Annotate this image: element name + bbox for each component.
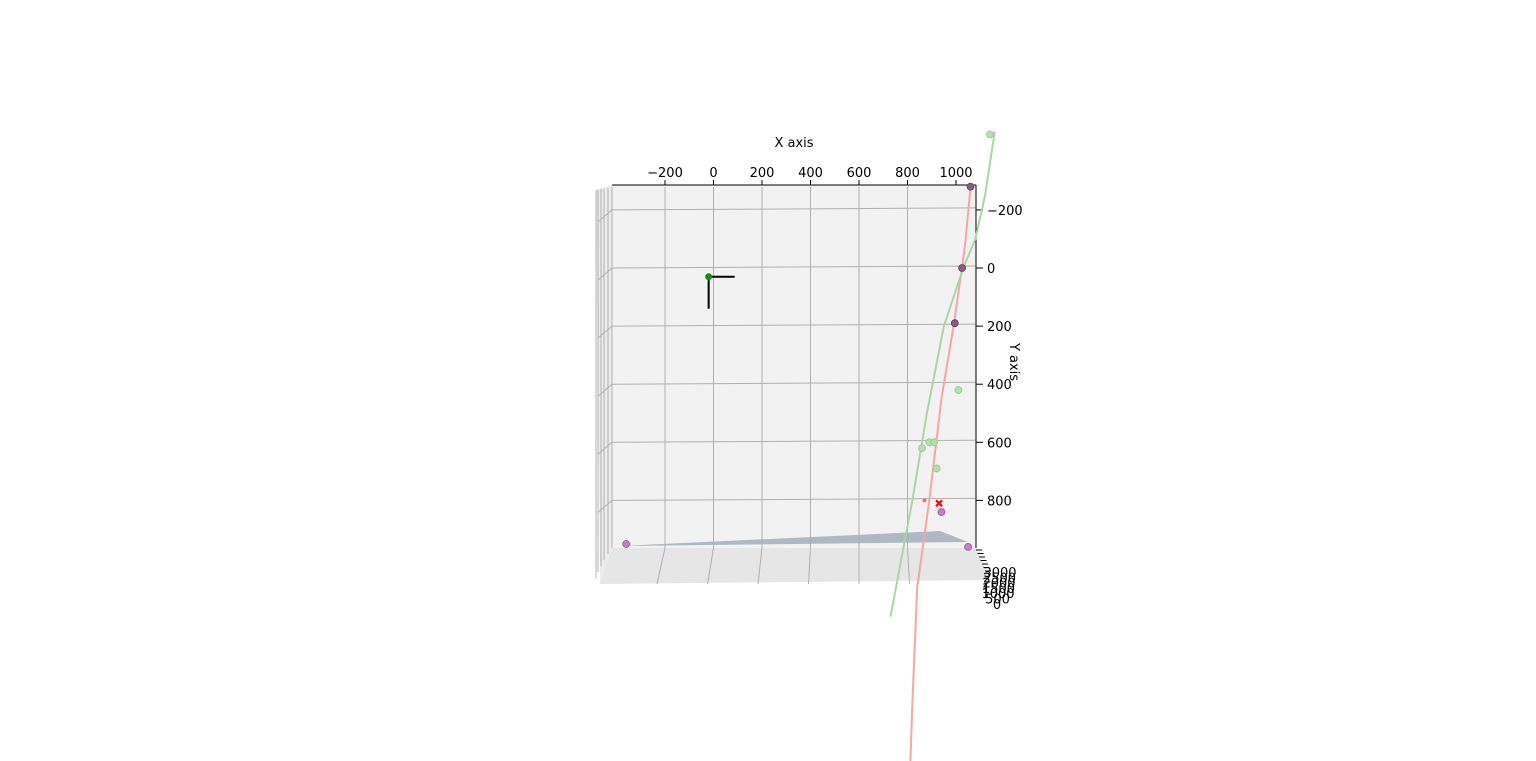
z-grid-lines [595, 187, 613, 578]
x-grid-line-floor [656, 547, 666, 585]
series-group [622, 130, 996, 761]
y-tick-label: −200 [987, 204, 1023, 219]
green-point-marker [986, 130, 994, 139]
y-tick-label: 600 [987, 436, 1012, 451]
x-ticks: −200 0 200 400 600 800 1000 [647, 166, 973, 185]
z-tick-label: 1000 [981, 587, 1014, 602]
y-grid-line [611, 381, 977, 385]
y-ticks: −200 0 200 400 600 800 [976, 204, 1023, 509]
y-grid-line-side [597, 500, 613, 513]
green-point-marker [954, 386, 963, 394]
y-grid-line [611, 439, 977, 443]
z-tick-label: 2500 [983, 571, 1016, 586]
green-curve-line [889, 131, 996, 617]
y-grid-line [611, 323, 977, 327]
x-tick-label: 600 [847, 166, 872, 181]
red-curve-line [909, 186, 972, 761]
ground-plane [620, 531, 968, 546]
green-point-marker [930, 438, 939, 447]
dark-point-marker [950, 319, 959, 328]
x-tick-label: 400 [798, 166, 823, 181]
y-grid-line-side [597, 325, 613, 339]
dark-point-marker [966, 182, 975, 191]
x-tick-label: 1000 [939, 166, 972, 181]
x-tick-label: 800 [895, 166, 920, 181]
y-tick-label: 800 [987, 494, 1012, 509]
x-grid-line-floor [907, 547, 910, 585]
y-grid-line [611, 207, 977, 211]
green-point-marker [918, 444, 926, 453]
target-x-marker [935, 499, 943, 508]
x-tick-label: 200 [750, 166, 775, 181]
y-grid-line-side [597, 383, 613, 397]
y-tick-label: 0 [987, 262, 995, 277]
y-grid-line-side [597, 209, 613, 223]
magenta-point-marker [622, 540, 631, 548]
grid-lines [597, 187, 977, 585]
green-point-marker [932, 464, 941, 473]
y-grid-line-side [597, 441, 613, 455]
magenta-point-marker [964, 542, 973, 551]
x-grid-line-floor [707, 547, 714, 585]
z-tick-label: 1500 [982, 582, 1015, 597]
x-grid-line-floor [757, 547, 763, 585]
z-tick-label: 2000 [982, 577, 1015, 592]
x-axis-label: X axis [774, 136, 813, 151]
x-grid-line-floor [808, 547, 811, 585]
z-tick-label: 3000 [983, 566, 1016, 581]
x-tick-label: 0 [709, 166, 717, 181]
magenta-point-marker [937, 508, 946, 516]
y-axis-label: Y axis [1006, 342, 1021, 381]
back-pane [612, 185, 976, 548]
bottom-pane [600, 548, 990, 584]
y-grid-line [611, 265, 977, 269]
y-tick-label: 200 [987, 320, 1012, 335]
y-grid-line [611, 497, 977, 501]
z-tick-label: 500 [985, 593, 1010, 608]
z-tick-label: 0 [993, 598, 1001, 613]
x-tick-label: −200 [647, 166, 683, 181]
dark-point-marker [958, 264, 966, 272]
origin-point [705, 273, 713, 281]
y-grid-line-side [597, 267, 613, 281]
red-small-point-marker [922, 498, 927, 503]
y-tick-label: 400 [987, 378, 1012, 393]
